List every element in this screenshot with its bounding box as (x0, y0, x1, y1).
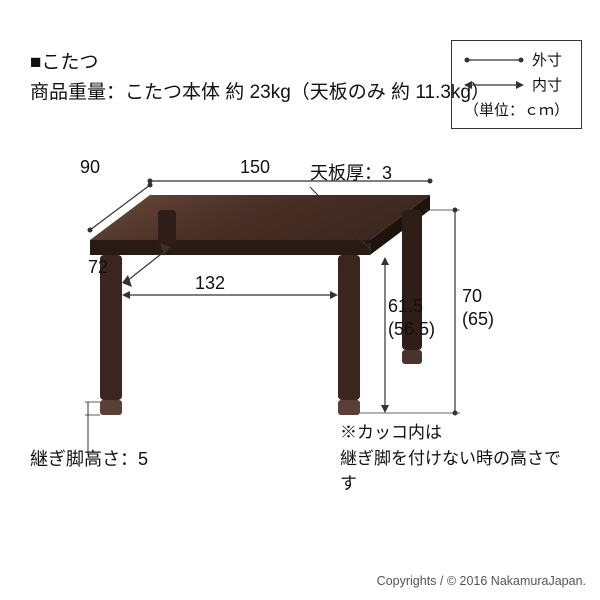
label-depth-inner: 72 (88, 257, 108, 278)
legend-unit-text: （単位：ｃｍ） (464, 99, 569, 120)
legend-inner-text: 内寸 (532, 74, 562, 95)
copyright-text: Copyrights / © 2016 NakamuraJapan. (377, 574, 586, 588)
legend-outer-arrow-icon (464, 53, 524, 67)
dim-top-thick (310, 187, 370, 255)
legend-outer-text: 外寸 (532, 49, 562, 70)
dim-width-inner (122, 291, 338, 299)
bracket-note: ※カッコ内は 継ぎ脚を付けない時の高さです (340, 420, 570, 497)
label-top-thick: 天板厚：3 (310, 159, 392, 185)
title-prefix: ■ (30, 52, 41, 73)
product-header: ■こたつ 商品重量：こたつ本体 約 23kg（天板のみ 約 11.3kg） (30, 48, 490, 109)
legend-outer-row: 外寸 (464, 49, 569, 70)
diagram-area: 90 150 天板厚：3 72 132 61.5 (56.5) 70 (65) … (30, 165, 570, 495)
dim-depth-outer (88, 183, 153, 233)
legend-box: 外寸 内寸 （単位：ｃｍ） (451, 40, 582, 129)
label-depth-outer: 90 (80, 157, 100, 178)
label-width-outer: 150 (240, 157, 270, 178)
weight-main: 23kg (250, 82, 291, 103)
label-width-inner: 132 (195, 273, 225, 294)
weight-top-label: （天板のみ 約 (291, 82, 416, 103)
product-title: こたつ (41, 52, 98, 73)
legend-inner-arrow-icon (464, 78, 524, 92)
legend-inner-row: 内寸 (464, 74, 569, 95)
dim-depth-inner (122, 243, 170, 287)
label-leg-ext: 継ぎ脚高さ：5 (30, 445, 148, 471)
label-height-outer: 70 (65) (462, 285, 494, 332)
label-height-inner: 61.5 (56.5) (388, 295, 435, 342)
legend-unit-row: （単位：ｃｍ） (464, 99, 569, 120)
weight-label: 商品重量：こたつ本体 約 (30, 82, 250, 103)
